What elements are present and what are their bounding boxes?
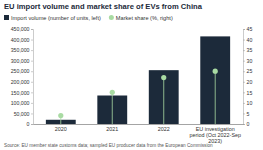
tick: 5 bbox=[243, 111, 250, 117]
tick-mark bbox=[31, 103, 33, 104]
tick-mark bbox=[243, 113, 245, 114]
tick: 450,000 bbox=[11, 26, 33, 32]
tick-label: 50,000 bbox=[14, 111, 30, 117]
tick: 30 bbox=[243, 58, 252, 64]
tick: 0 bbox=[243, 121, 250, 127]
tick-label: 100,000 bbox=[11, 100, 30, 106]
tick-label: 0 bbox=[27, 121, 30, 127]
tick: 40 bbox=[243, 37, 252, 43]
tick: 20 bbox=[243, 79, 252, 85]
tick: 350,000 bbox=[11, 47, 33, 53]
tick: 45 bbox=[243, 26, 252, 32]
tick-mark bbox=[31, 50, 33, 51]
tick: 300,000 bbox=[11, 58, 33, 64]
lollipop-stem bbox=[163, 78, 164, 124]
tick: 0 bbox=[27, 121, 33, 127]
tick-label: 15 bbox=[247, 89, 253, 95]
tick-mark bbox=[31, 71, 33, 72]
legend-swatch bbox=[109, 15, 114, 20]
tick-mark bbox=[31, 124, 33, 125]
tick-mark bbox=[31, 29, 33, 30]
tick: 25 bbox=[243, 68, 252, 74]
x-axis: 2020 2021 2022 EU investigationperiod (Oct … bbox=[34, 124, 244, 144]
tick-label: 20 bbox=[247, 79, 253, 85]
tick: 2022 bbox=[158, 124, 170, 132]
lollipop-stem bbox=[112, 92, 113, 124]
tick-label: 2021 bbox=[106, 126, 118, 132]
title: EU import volume and market share of EVs… bbox=[4, 2, 203, 11]
legend-label: Market share (%, right) bbox=[116, 15, 173, 21]
tick-label: 400,000 bbox=[11, 37, 30, 43]
source-note: Source: EU member state customs data; sa… bbox=[4, 143, 213, 148]
tick-mark bbox=[243, 82, 245, 83]
tick-mark bbox=[243, 103, 245, 104]
tick-label: 2022 bbox=[158, 126, 170, 132]
tick: 250,000 bbox=[11, 68, 33, 74]
tick-label: 0 bbox=[247, 121, 250, 127]
bar bbox=[149, 70, 179, 124]
tick-mark bbox=[31, 92, 33, 93]
tick: 50,000 bbox=[14, 111, 33, 117]
axis-line bbox=[31, 30, 34, 125]
tick: 200,000 bbox=[11, 79, 33, 85]
tick-label: 40 bbox=[247, 37, 253, 43]
tick-label: 35 bbox=[247, 47, 253, 53]
marker bbox=[110, 90, 115, 95]
tick: 2021 bbox=[106, 124, 118, 132]
tick: 15 bbox=[243, 89, 252, 95]
tick-mark bbox=[31, 40, 33, 41]
plot-area bbox=[46, 36, 230, 124]
tick-mark bbox=[243, 92, 245, 93]
bar bbox=[200, 36, 230, 124]
tick-label: 250,000 bbox=[11, 68, 30, 74]
y-axis: 0 50,000 100,000 150,000 200,000 250,000 300,0… bbox=[11, 26, 34, 127]
y2-axis: 0 5 10 15 20 25 30 35 40 45 bbox=[243, 26, 252, 127]
tick-mark bbox=[31, 82, 33, 83]
legend-label: Import volume (number of units, left) bbox=[11, 15, 101, 21]
tick-label: 300,000 bbox=[11, 58, 30, 64]
tick: 100,000 bbox=[11, 100, 33, 106]
marker bbox=[213, 69, 218, 74]
tick: 400,000 bbox=[11, 37, 33, 43]
tick: 35 bbox=[243, 47, 252, 53]
tick: 2020 bbox=[55, 124, 67, 132]
tick-mark bbox=[31, 61, 33, 62]
tick-label: 10 bbox=[247, 100, 253, 106]
tick-label: 2020 bbox=[55, 126, 67, 132]
chart: EU import volume and market share of EVs… bbox=[0, 0, 263, 150]
tick: 10 bbox=[243, 100, 252, 106]
tick-mark bbox=[31, 113, 33, 114]
tick-mark bbox=[243, 40, 245, 41]
tick-label: 5 bbox=[247, 111, 250, 117]
tick-label: 150,000 bbox=[11, 89, 30, 95]
tick-label: 200,000 bbox=[11, 79, 30, 85]
marker bbox=[58, 113, 63, 118]
tick-mark bbox=[243, 61, 245, 62]
tick: EU investigationperiod (Oct 2022-Sep2023… bbox=[189, 124, 241, 144]
legend: Import volume (number of units, left) Mar… bbox=[4, 15, 173, 21]
tick-mark bbox=[243, 29, 245, 30]
tick-label: 30 bbox=[247, 58, 253, 64]
tick-label: 350,000 bbox=[11, 47, 30, 53]
tick-label: EU investigationperiod (Oct 2022-Sep2023… bbox=[189, 126, 241, 144]
tick-label: 45 bbox=[247, 26, 253, 32]
tick-mark bbox=[243, 71, 245, 72]
lollipop-stem bbox=[215, 71, 216, 124]
tick: 150,000 bbox=[11, 89, 33, 95]
tick-mark bbox=[243, 50, 245, 51]
axis-line bbox=[244, 30, 246, 125]
tick-label: 25 bbox=[247, 68, 253, 74]
tick-label: 450,000 bbox=[11, 26, 30, 32]
legend-swatch bbox=[4, 15, 9, 20]
marker bbox=[161, 75, 166, 80]
